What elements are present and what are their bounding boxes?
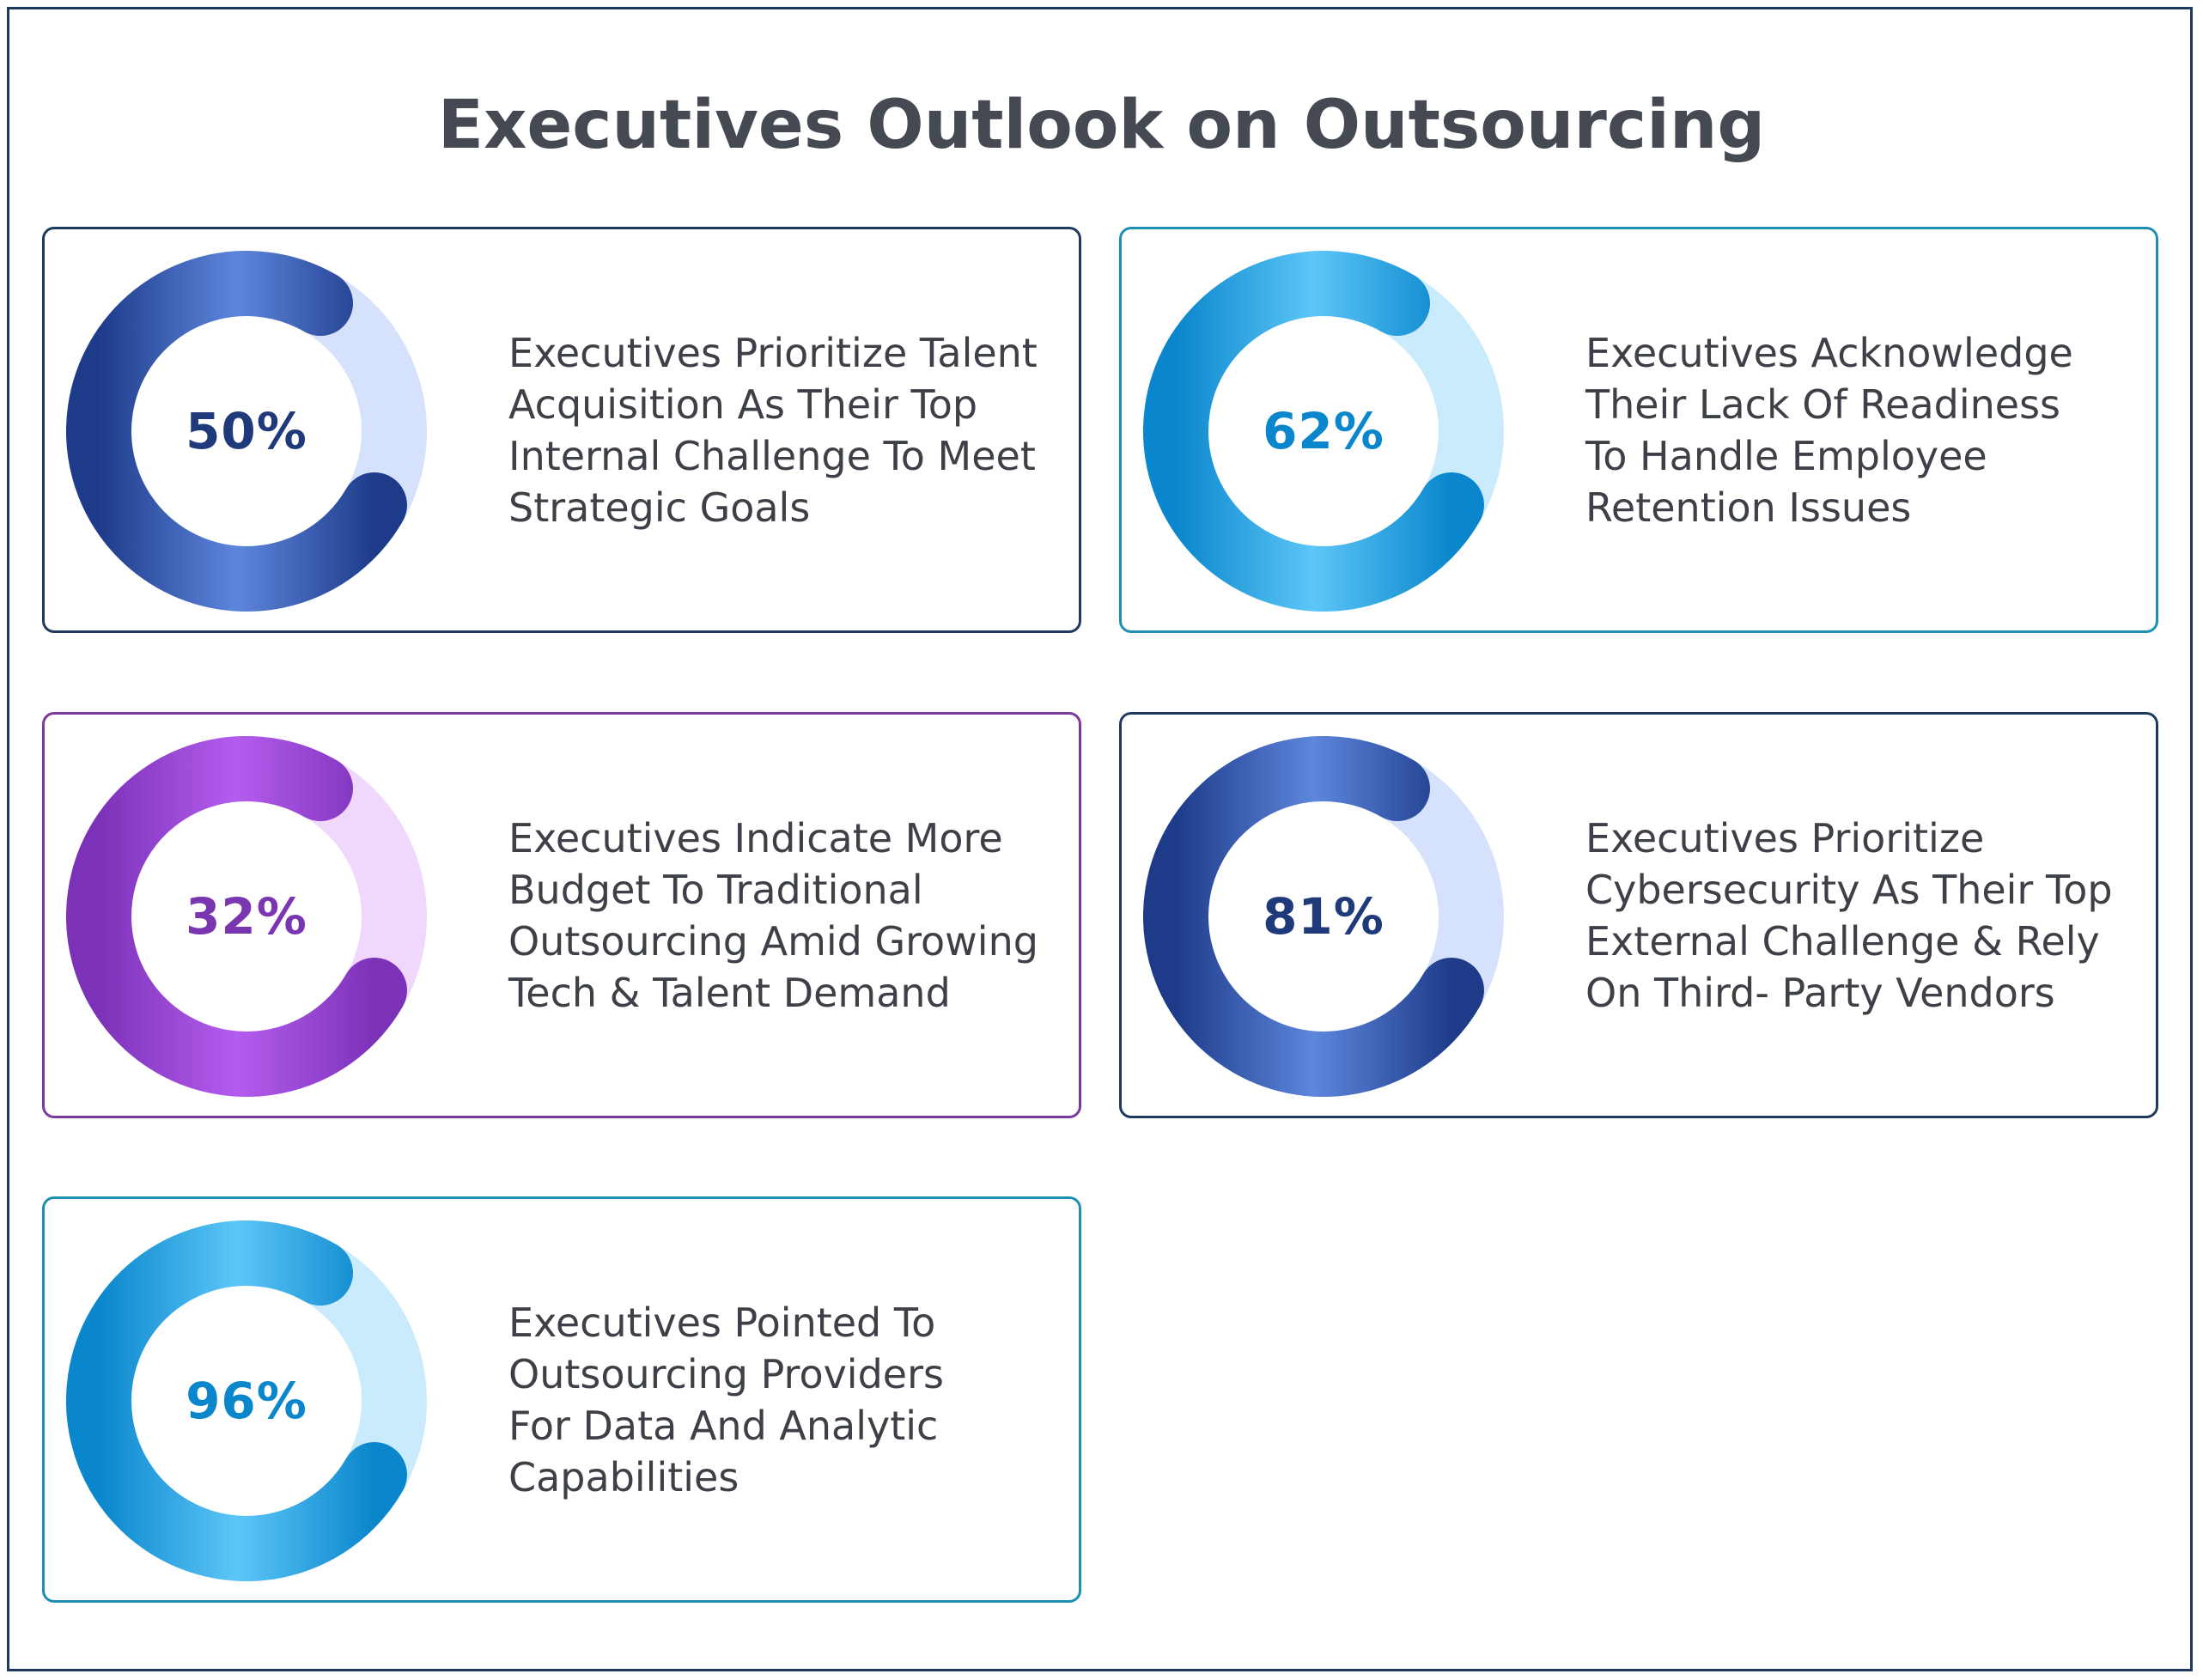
percentage-value: 96% <box>186 1372 307 1430</box>
percentage-value: 32% <box>186 887 307 946</box>
stat-description: Executives Prioritize Talent Acquisition… <box>508 329 1038 531</box>
stat-card-traditional-outsourcing: 32% Executives Indicate More Budget To T… <box>42 712 1081 1118</box>
donut-value-arc <box>1143 736 1484 1097</box>
page-title: Executives Outlook on Outsourcing <box>437 87 1766 164</box>
donut-chart: 62% <box>1143 251 1504 612</box>
stat-description: Executives Pointed To Outsourcing Provid… <box>508 1299 944 1500</box>
stat-description: Executives Indicate More Budget To Tradi… <box>508 814 1038 1016</box>
stat-card-data-analytics: 96% Executives Pointed To Outsourcing Pr… <box>42 1196 1081 1603</box>
donut-chart: 96% <box>66 1220 427 1581</box>
donut-svg <box>66 1220 427 1581</box>
stat-card-employee-retention: 62% Executives Acknowledge Their Lack Of… <box>1119 227 2158 633</box>
stat-card-talent-acquisition: 50% Executives Prioritize Talent Acquisi… <box>42 227 1081 633</box>
donut-svg <box>66 736 427 1097</box>
donut-value-arc <box>66 736 407 1097</box>
donut-svg <box>1143 736 1504 1097</box>
donut-value-arc <box>66 1220 407 1581</box>
percentage-value: 62% <box>1263 402 1384 460</box>
percentage-value: 81% <box>1263 887 1384 946</box>
donut-value-arc <box>66 251 407 612</box>
donut-chart: 50% <box>66 251 427 612</box>
percentage-value: 50% <box>186 402 307 460</box>
donut-chart: 32% <box>66 736 427 1097</box>
stat-description: Executives Prioritize Cybersecurity As T… <box>1585 814 2113 1016</box>
donut-value-arc <box>1143 251 1484 612</box>
donut-svg <box>66 251 427 612</box>
donut-svg <box>1143 251 1504 612</box>
donut-chart: 81% <box>1143 736 1504 1097</box>
stat-description: Executives Acknowledge Their Lack Of Rea… <box>1585 329 2073 531</box>
stat-card-cybersecurity: 81% Executives Prioritize Cybersecurity … <box>1119 712 2158 1118</box>
